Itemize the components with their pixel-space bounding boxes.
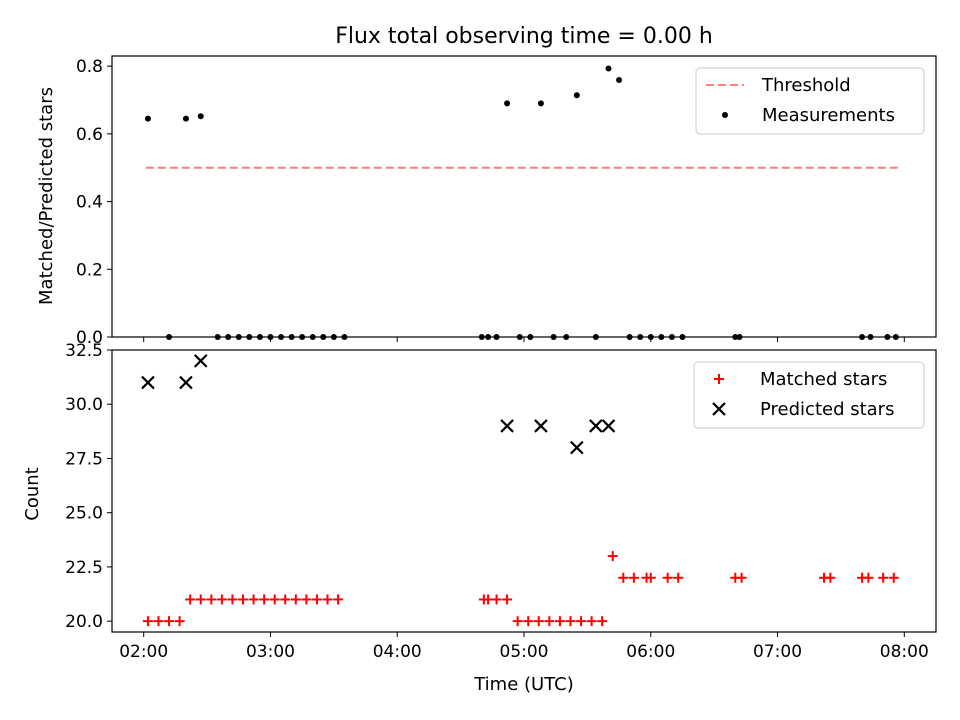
y-tick-label: 0.2 (76, 260, 103, 280)
matched-stars-point (290, 594, 301, 605)
predicted-stars-point (500, 419, 514, 433)
matched-stars-point (502, 594, 513, 605)
legend-label: Predicted stars (760, 399, 894, 420)
matched-stars-point (586, 616, 597, 627)
y-tick-label: 30.0 (65, 395, 103, 415)
legend-matched-swatch (714, 374, 724, 384)
matched-stars-point (280, 594, 291, 605)
top-y-axis-label: Matched/Predicted stars (36, 87, 57, 305)
matched-stars-point (736, 572, 747, 583)
matched-stars-point (628, 572, 639, 583)
measurement-point (182, 115, 189, 122)
matched-stars-point (269, 594, 280, 605)
legend: Threshold Measurements (695, 67, 925, 135)
matched-stars-point (607, 551, 618, 562)
legend-box (695, 67, 925, 135)
y-tick-label: 22.5 (65, 558, 103, 578)
legend-predicted-swatch (712, 402, 726, 416)
matched-stars-point (888, 572, 899, 583)
matched-stars-point (825, 572, 836, 583)
matched-stars-point (153, 616, 164, 627)
predicted-stars-point (589, 419, 603, 433)
matched-stars-point (863, 572, 874, 583)
matched-stars-point (259, 594, 270, 605)
matched-stars-point (322, 594, 333, 605)
matched-stars-point (237, 594, 248, 605)
legend-label: Threshold (761, 75, 851, 96)
matched-stars-point (576, 616, 587, 627)
matched-stars-point (523, 616, 534, 627)
matched-stars-point (618, 572, 629, 583)
y-tick-label: 25.0 (65, 504, 103, 524)
bottom-panel: 02:00 03:00 04:00 05:00 06:00 07:00 08:00 20.0 2… (65, 341, 937, 662)
measurement-point (144, 115, 151, 122)
predicted-stars-point (179, 375, 193, 390)
x-tick-label: 03:00 (246, 642, 295, 662)
matched-stars-point (662, 572, 673, 583)
measurement-point (605, 65, 612, 72)
x-axis-label: Time (UTC) (473, 674, 574, 695)
matched-stars-point (565, 616, 576, 627)
predicted-stars-point (534, 419, 548, 433)
matched-stars-point (544, 616, 555, 627)
predicted-stars-point (141, 375, 155, 390)
x-tick-label: 08:00 (880, 642, 929, 662)
matched-stars-point (301, 594, 312, 605)
bottom-y-axis-label: Count (22, 467, 43, 520)
x-tick-label: 05:00 (500, 642, 549, 662)
measurement-point (616, 77, 623, 84)
measurement-point (537, 100, 544, 107)
y-tick-label: 0.6 (76, 125, 103, 145)
matched-stars-point (645, 572, 656, 583)
matched-stars-point (185, 594, 196, 605)
matched-stars-point (491, 594, 502, 605)
y-tick-label: 20.0 (65, 612, 103, 632)
measurement-point (504, 100, 511, 107)
x-tick-label: 04:00 (373, 642, 422, 662)
plot-frame (111, 55, 937, 338)
matched-stars-point (248, 594, 259, 605)
y-tick-label: 27.5 (65, 449, 103, 469)
y-tick-label: 0.8 (76, 57, 103, 77)
legend: Matched stars Predicted stars (693, 361, 925, 429)
matched-stars-point (597, 616, 608, 627)
matched-stars-point (164, 616, 175, 627)
matched-stars-point (227, 594, 238, 605)
measurement-point (573, 92, 580, 99)
legend-label: Matched stars (760, 369, 887, 390)
plot-frame (111, 349, 937, 633)
legend-measurement-swatch (722, 112, 728, 118)
matched-stars-point (206, 594, 217, 605)
legend-box (693, 361, 925, 429)
x-tick-label: 07:00 (753, 642, 802, 662)
predicted-stars-point (601, 419, 616, 433)
legend-label: Measurements (762, 105, 895, 126)
matched-stars-point (311, 594, 322, 605)
matched-stars-point (216, 594, 227, 605)
matched-stars-point (174, 616, 185, 627)
matched-stars-point (878, 572, 889, 583)
matched-stars-point (483, 594, 494, 605)
matched-stars-point (333, 594, 344, 605)
matched-stars-point (554, 616, 565, 627)
x-tick-label: 06:00 (626, 642, 675, 662)
predicted-stars-point (193, 354, 208, 368)
predicted-stars-point (570, 440, 584, 455)
y-tick-label: 32.5 (65, 341, 103, 361)
y-tick-label: 0.0 (76, 328, 103, 348)
x-tick-label: 02:00 (119, 642, 168, 662)
matched-stars-point (195, 594, 206, 605)
matched-stars-point (673, 572, 684, 583)
measurement-point (197, 113, 204, 120)
matched-stars-point (533, 616, 544, 627)
matched-stars-point (142, 616, 153, 627)
top-panel: 0.0 0.2 0.4 0.6 0.8 Threshold Measurements (76, 55, 937, 348)
matched-stars-point (512, 616, 523, 627)
chart-title: Flux total observing time = 0.00 h (335, 24, 713, 49)
y-tick-label: 0.4 (76, 193, 103, 213)
